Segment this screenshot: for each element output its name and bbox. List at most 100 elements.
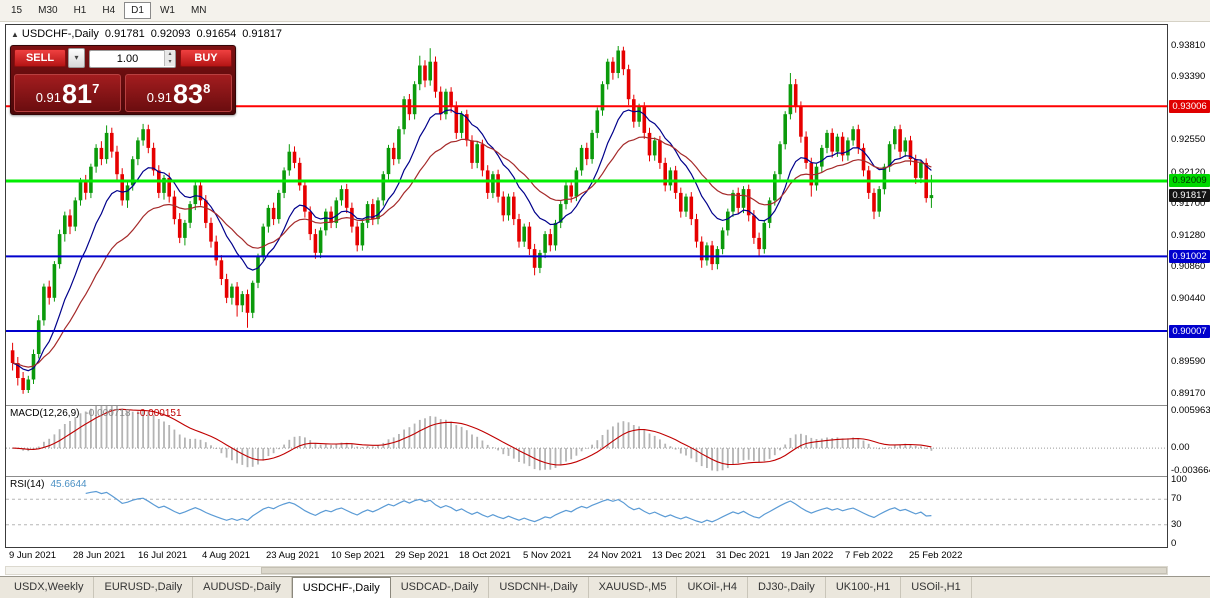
sell-price-prefix: 0.91 [35, 90, 62, 105]
macd-histogram-bar [298, 436, 301, 449]
macd-histogram-bar [726, 448, 729, 469]
macd-indicator-panel[interactable]: MACD(12,26,9) -0.000718 -0.000151 [6, 406, 1167, 477]
candle-body [736, 192, 740, 208]
candle-body [898, 129, 902, 152]
period-button-m30[interactable]: M30 [38, 5, 58, 16]
candle-body [449, 91, 453, 107]
tab-dj30-daily[interactable]: DJ30-,Daily [748, 577, 826, 598]
tab-uk100-h1[interactable]: UK100-,H1 [826, 577, 902, 598]
candle-body [637, 106, 641, 122]
volume-input[interactable] [89, 50, 176, 68]
macd-histogram-bar [664, 443, 667, 449]
candle-body [313, 234, 318, 253]
macd-histogram-bar [794, 434, 797, 449]
macd-histogram-bar [319, 444, 322, 449]
candle-body [104, 132, 109, 160]
date-tick-label: 28 Jun 2021 [73, 550, 126, 561]
tab-eurusd-daily[interactable]: EURUSD-,Daily [94, 577, 194, 598]
candle-body [689, 196, 694, 220]
candle-body [835, 136, 840, 152]
macd-histogram-bar [371, 446, 374, 449]
candlestick-chart-canvas[interactable] [6, 25, 1167, 405]
sell-price-quote[interactable]: 0.91 81 7 [14, 74, 121, 112]
tab-audusd-daily[interactable]: AUDUSD-,Daily [193, 577, 292, 598]
candle-body [21, 378, 25, 390]
ema-12-line [12, 109, 932, 372]
date-tick-label: 13 Dec 2021 [652, 550, 706, 561]
macd-histogram-bar [847, 438, 849, 449]
macd-histogram-bar [314, 443, 317, 449]
volume-decrease-button[interactable]: ▾ [164, 58, 175, 66]
tab-usdcnh-daily[interactable]: USDCNH-,Daily [489, 577, 589, 598]
period-button-w1[interactable]: W1 [159, 5, 175, 16]
macd-histogram-bar [758, 448, 760, 463]
period-button-h1[interactable]: H1 [73, 5, 87, 16]
macd-histogram-bar [74, 417, 77, 449]
macd-histogram-bar [831, 438, 834, 449]
period-button-mn[interactable]: MN [190, 5, 207, 16]
macd-histogram-bar [925, 448, 928, 449]
candle-body [632, 99, 636, 122]
macd-histogram-bar [471, 434, 473, 449]
macd-histogram-bar [904, 443, 907, 449]
period-button-d1[interactable]: D1 [124, 2, 151, 19]
tab-usdx-weekly[interactable]: USDX,Weekly [4, 577, 95, 598]
price-tick-label: 0.90440 [1171, 293, 1206, 304]
main-price-chart[interactable]: ▲ USDCHF-,Daily 0.91781 0.92093 0.91654 0.918… [6, 25, 1167, 406]
macd-histogram-bar [90, 408, 92, 449]
rsi-chart-canvas[interactable] [6, 477, 1167, 547]
macd-histogram-bar [800, 433, 802, 449]
macd-histogram-bar [862, 440, 865, 449]
buy-button[interactable]: BUY [180, 49, 232, 67]
rsi-axis-tick: 100 [1171, 474, 1187, 485]
price-axis[interactable]: 0.938100.933900.929700.925500.921200.917… [1169, 0, 1210, 598]
horizontal-scrollbar[interactable] [5, 566, 1168, 575]
candle-body [36, 320, 41, 354]
date-axis[interactable]: 9 Jun 2021 28 Jun 2021 16 Jul 2021 4 Aug 20… [5, 550, 1168, 564]
candle-body [360, 222, 365, 246]
volume-increase-button[interactable]: ▴ [164, 50, 175, 58]
volume-dropdown-button[interactable]: ▾ [68, 48, 85, 68]
macd-histogram-bar [920, 446, 922, 449]
macd-chart-canvas[interactable] [6, 406, 1167, 476]
candle-body [887, 144, 892, 167]
macd-histogram-bar [48, 438, 51, 449]
sell-button[interactable]: SELL [14, 49, 66, 67]
sell-price-pip-digit: 7 [92, 81, 100, 96]
tab-usdchf-daily[interactable]: USDCHF-,Daily [291, 577, 391, 598]
macd-histogram-bar [137, 411, 139, 449]
scrollbar-thumb[interactable] [261, 567, 1167, 574]
period-button-15[interactable]: 15 [11, 5, 23, 16]
macd-histogram-bar [450, 421, 452, 449]
rsi-name: RSI(14) [10, 479, 45, 490]
macd-histogram-bar [257, 448, 259, 465]
macd-histogram-bar [643, 429, 646, 449]
chart-title: ▲ USDCHF-,Daily 0.91781 0.92093 0.91654 0.918… [11, 28, 282, 40]
ohlc-high: 0.92093 [150, 28, 191, 40]
rsi-indicator-panel[interactable]: RSI(14) 45.6644 [6, 477, 1167, 547]
candle-body [47, 286, 51, 298]
candle-body [83, 181, 88, 193]
macd-histogram-bar [893, 445, 896, 449]
tab-usoil-h1[interactable]: USOil-,H1 [901, 577, 972, 598]
macd-axis-tick: -0.003664 [1171, 465, 1210, 476]
candle-body [31, 354, 36, 380]
collapse-trade-panel-icon[interactable]: ▲ [11, 30, 19, 39]
candle-body [438, 91, 443, 115]
macd-histogram-bar [836, 437, 839, 449]
candle-body [480, 144, 485, 171]
tab-ukoil-h4[interactable]: UKOil-,H4 [677, 577, 748, 598]
tab-usdcad-daily[interactable]: USDCAD-,Daily [391, 577, 490, 598]
candle-body [553, 222, 558, 246]
candle-body [538, 252, 542, 268]
period-button-h4[interactable]: H4 [102, 5, 116, 16]
candle-body [908, 140, 913, 160]
candle-body [308, 211, 312, 235]
candle-body [125, 185, 130, 201]
buy-price-quote[interactable]: 0.91 83 8 [125, 74, 232, 112]
macd-histogram-bar [779, 448, 781, 451]
macd-histogram-bar [742, 448, 745, 461]
tab-xauusd-m5[interactable]: XAUUSD-,M5 [589, 577, 678, 598]
candle-body [350, 207, 354, 227]
candle-body [532, 249, 537, 268]
